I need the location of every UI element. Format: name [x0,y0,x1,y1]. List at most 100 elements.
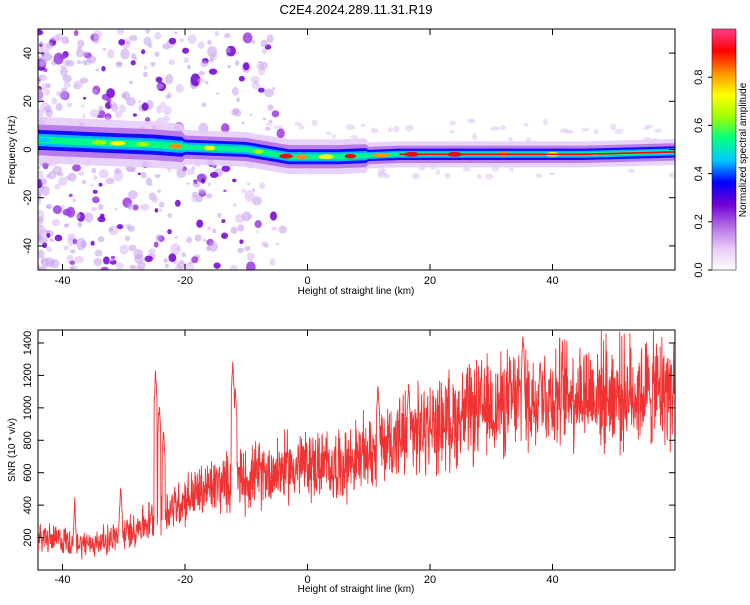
noise-blob [144,255,153,263]
x-tick-label: 40 [546,574,558,586]
noise-blob [251,188,256,192]
noise-blob [444,172,451,179]
noise-blob [167,213,173,218]
noise-blob [79,60,83,64]
noise-blob [102,256,110,265]
spectrogram-x-ticks: -40 -20 0 20 40 [55,29,559,287]
ridge-peak [135,141,149,147]
noise-blob [654,128,662,133]
noise-blob [154,31,162,40]
noise-blob [42,51,52,62]
noise-blob [45,82,51,89]
noise-blob [197,41,205,49]
noise-blob [245,261,256,270]
noise-blob [186,182,190,185]
noise-blob [170,243,181,256]
noise-blob [360,123,366,127]
noise-blob [214,30,220,37]
noise-blob [67,233,76,241]
noise-blob [345,123,355,131]
noise-blob [86,55,97,64]
noise-blob [38,45,43,53]
noise-blob [72,164,82,172]
noise-blob [126,165,137,173]
noise-blob [593,128,599,135]
noise-blob [179,259,184,264]
noise-blob [239,239,244,244]
noise-blob [266,34,274,43]
noise-blob [44,88,51,96]
snr-x-ticks: -40 -20 0 20 40 [55,330,559,586]
noise-blob [472,133,478,141]
noise-blob [46,174,50,179]
noise-blob [141,49,146,55]
noise-blob [236,97,241,103]
spectrogram-y-label: Frequency (Hz) [7,116,18,185]
noise-blob [144,117,151,123]
noise-blob [249,113,253,117]
noise-blob [77,60,81,65]
noise-blob [205,245,211,252]
noise-blob [153,241,159,248]
noise-blob [192,180,201,188]
noise-blob [268,119,273,124]
noise-blob [227,64,232,69]
noise-blob [269,258,276,266]
noise-blob [435,169,441,176]
noise-blob [59,90,69,100]
noise-blob [185,261,195,270]
noise-blob [57,176,68,186]
colorbar-tick-label: 0.4 [693,166,705,181]
noise-blob [38,216,44,225]
noise-blob [128,190,138,200]
noise-blob [118,38,126,46]
noise-blob [138,99,142,104]
noise-blob [69,249,76,254]
noise-blob [196,219,204,228]
noise-blob [158,201,165,208]
noise-blob [127,203,135,210]
noise-blob [114,110,122,118]
noise-blob [377,167,387,173]
noise-blob [38,266,42,270]
noise-blob [154,51,160,58]
noise-blob [73,80,83,90]
noise-blob [186,236,193,244]
noise-blob [467,118,476,124]
noise-blob [231,178,237,183]
noise-blob [145,29,151,34]
ridge-peak [91,140,107,145]
noise-blob [484,173,494,180]
noise-blob [95,68,100,72]
noise-blob [294,121,302,127]
noise-blob [140,171,147,179]
noise-blob [110,255,116,260]
noise-blob [164,263,169,268]
noise-blob [217,212,222,218]
noise-blob [97,236,105,243]
noise-blob [207,39,212,45]
noise-blob [463,166,471,172]
x-tick-label: 20 [424,275,436,287]
noise-blob [174,265,183,270]
noise-blob [191,256,199,264]
ridge-peak [344,153,357,159]
noise-blob [97,114,102,118]
noise-blob [244,245,251,252]
noise-blob [143,65,148,70]
noise-blob [223,189,227,193]
ridge-peak [253,149,264,154]
noise-blob [176,168,187,179]
noise-blob [130,60,136,66]
noise-blob [78,171,85,176]
y-tick-label: 200 [22,528,34,546]
noise-blob [200,178,206,184]
noise-blob [82,114,86,119]
noise-blob [55,33,63,42]
noise-blob [614,128,624,135]
noise-blob [204,81,209,85]
ridge-peak [203,145,216,151]
noise-blob [251,81,261,90]
noise-blob [38,165,41,170]
